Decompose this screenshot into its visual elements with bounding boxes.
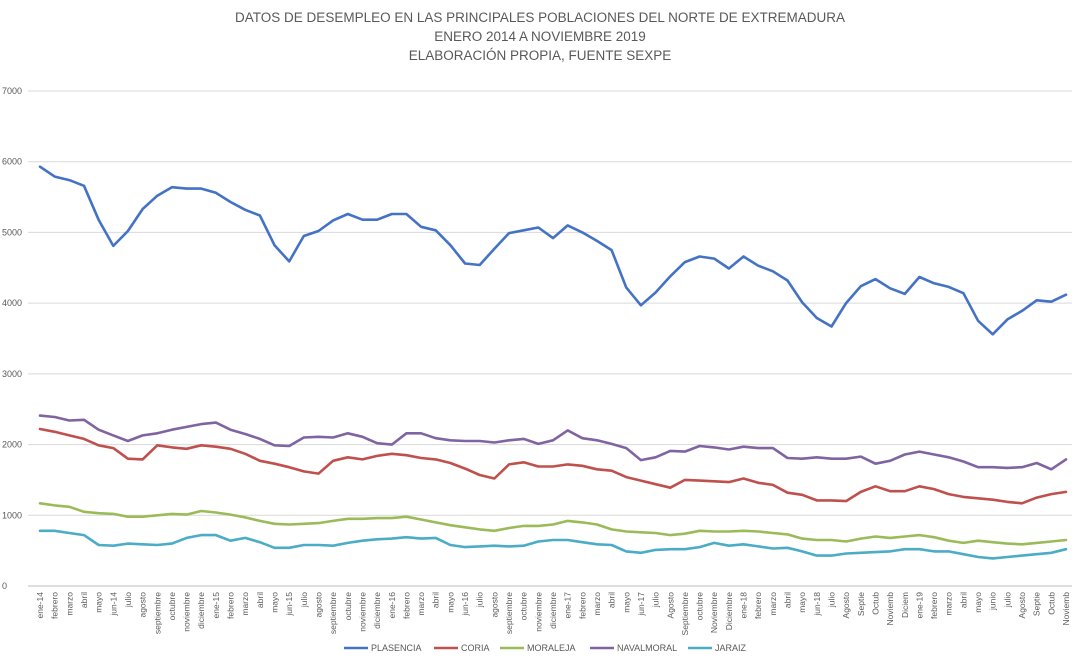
x-tick-label: julio	[826, 592, 836, 608]
x-tick-label: jun-16	[460, 592, 470, 617]
x-tick-label: jun-15	[284, 592, 294, 617]
x-tick-label: febrero	[577, 592, 587, 619]
x-tick-label: agosto	[313, 592, 323, 618]
gridlines	[28, 90, 1072, 587]
x-tick-label: marzo	[416, 592, 426, 616]
series-line-navalmoral	[38, 414, 1068, 471]
x-tick-label: ene-14	[35, 592, 45, 619]
x-tick-label: marzo	[64, 592, 74, 616]
x-tick-label: mayo	[94, 592, 104, 613]
legend-label: PLASENCIA	[371, 643, 422, 653]
series-line-plasencia	[38, 165, 1068, 336]
x-tick-label: abril	[958, 592, 968, 608]
legend: PLASENCIA CORIA MORALEJA NAVALMORAL JARAIZ	[344, 643, 747, 653]
x-tick-label: Diciembre	[724, 592, 734, 631]
x-tick-label: Septie	[856, 592, 866, 616]
x-tick-label: Diciem	[900, 592, 910, 618]
x-tick-label: mayo	[797, 592, 807, 613]
x-tick-label: jun-17	[636, 592, 646, 617]
x-tick-label: abril	[79, 592, 89, 608]
y-axis-ticks: 0 1000 2000 3000 4000 5000 6000 7000	[2, 86, 22, 591]
x-tick-label: febrero	[226, 592, 236, 619]
x-tick-label: Agosto	[1017, 592, 1027, 619]
x-tick-label: octubre	[695, 592, 705, 621]
x-tick-label: ene-19	[914, 592, 924, 619]
y-tick-label: 7000	[2, 86, 22, 96]
x-tick-label: julio	[299, 592, 309, 608]
x-tick-label: octubre	[167, 592, 177, 621]
y-tick-label: 4000	[2, 298, 22, 308]
y-tick-label: 2000	[2, 440, 22, 450]
x-tick-label: diciembre	[196, 592, 206, 629]
chart-title-block: DATOS DE DESEMPLEO EN LAS PRINCIPALES PO…	[0, 8, 1080, 65]
x-tick-label: noviembre	[182, 592, 192, 632]
y-tick-label: 6000	[2, 157, 22, 167]
x-tick-label: febrero	[753, 592, 763, 619]
x-tick-label: ene-18	[739, 592, 749, 619]
legend-label: JARAIZ	[715, 643, 747, 653]
x-tick-label: mayo	[621, 592, 631, 613]
x-tick-label: septiembre	[152, 592, 162, 634]
x-tick-label: mayo	[445, 592, 455, 613]
x-tick-label: mayo	[973, 592, 983, 613]
x-tick-label: septiembre	[328, 592, 338, 634]
x-tick-label: Noviembre	[709, 592, 719, 633]
x-tick-label: marzo	[592, 592, 602, 616]
x-tick-label: mayo	[270, 592, 280, 613]
legend-label: CORIA	[461, 643, 490, 653]
legend-label: MORALEJA	[527, 643, 576, 653]
y-tick-label: 5000	[2, 227, 22, 237]
y-tick-label: 3000	[2, 369, 22, 379]
x-tick-label: julio	[651, 592, 661, 608]
x-tick-label: octubre	[343, 592, 353, 621]
x-tick-label: febrero	[929, 592, 939, 619]
x-tick-label: abril	[607, 592, 617, 608]
x-tick-label: ene-15	[211, 592, 221, 619]
x-tick-label: agosto	[489, 592, 499, 618]
x-tick-label: jun-18	[812, 592, 822, 617]
x-tick-label: febrero	[50, 592, 60, 619]
x-tick-label: jun-14	[108, 592, 118, 617]
x-tick-label: julio	[1002, 592, 1012, 608]
series-line-jaraiz	[38, 529, 1068, 560]
x-tick-label: Octub	[1046, 592, 1056, 615]
y-tick-label: 1000	[2, 510, 22, 520]
x-tick-label: abril	[431, 592, 441, 608]
x-tick-label: noviembre	[357, 592, 367, 632]
x-tick-label: Septie	[1032, 592, 1042, 616]
x-tick-label: marzo	[240, 592, 250, 616]
series-line-moraleja	[38, 501, 1068, 546]
series-lines	[38, 165, 1068, 560]
x-tick-label: Agosto	[841, 592, 851, 619]
x-tick-label: diciembre	[372, 592, 382, 629]
x-tick-label: diciembre	[548, 592, 558, 629]
x-tick-label: Noviemb	[1061, 592, 1071, 626]
x-tick-label: febrero	[401, 592, 411, 619]
x-tick-label: Septiembre	[680, 592, 690, 636]
x-tick-label: julio	[123, 592, 133, 608]
x-tick-label: ene-16	[387, 592, 397, 619]
x-tick-label: abril	[255, 592, 265, 608]
x-tick-label: Agosto	[665, 592, 675, 619]
x-tick-label: ene-17	[563, 592, 573, 619]
x-tick-label: abril	[783, 592, 793, 608]
x-tick-label: marzo	[944, 592, 954, 616]
y-tick-label: 0	[2, 581, 7, 591]
x-tick-label: noviembre	[533, 592, 543, 632]
x-tick-label: octubre	[519, 592, 529, 621]
x-tick-label: agosto	[138, 592, 148, 618]
legend-label: NAVALMORAL	[617, 643, 677, 653]
x-tick-label: Noviemb	[885, 592, 895, 626]
x-tick-label: Octub	[870, 592, 880, 615]
chart-title: DATOS DE DESEMPLEO EN LAS PRINCIPALES PO…	[235, 10, 845, 25]
chart-subtitle: ENERO 2014 A NOVIEMBRE 2019	[434, 29, 646, 44]
x-tick-label: julio	[475, 592, 485, 608]
x-tick-label: marzo	[768, 592, 778, 616]
x-tick-label: septiembre	[504, 592, 514, 634]
x-tick-label: junio	[988, 592, 998, 611]
series-line-coria	[38, 427, 1068, 505]
x-axis-ticks: ene-14 febrero marzo abril mayo jun-14 julio ag…	[35, 592, 1071, 636]
chart-source: ELABORACIÓN PROPIA, FUENTE SEXPE	[408, 48, 672, 63]
